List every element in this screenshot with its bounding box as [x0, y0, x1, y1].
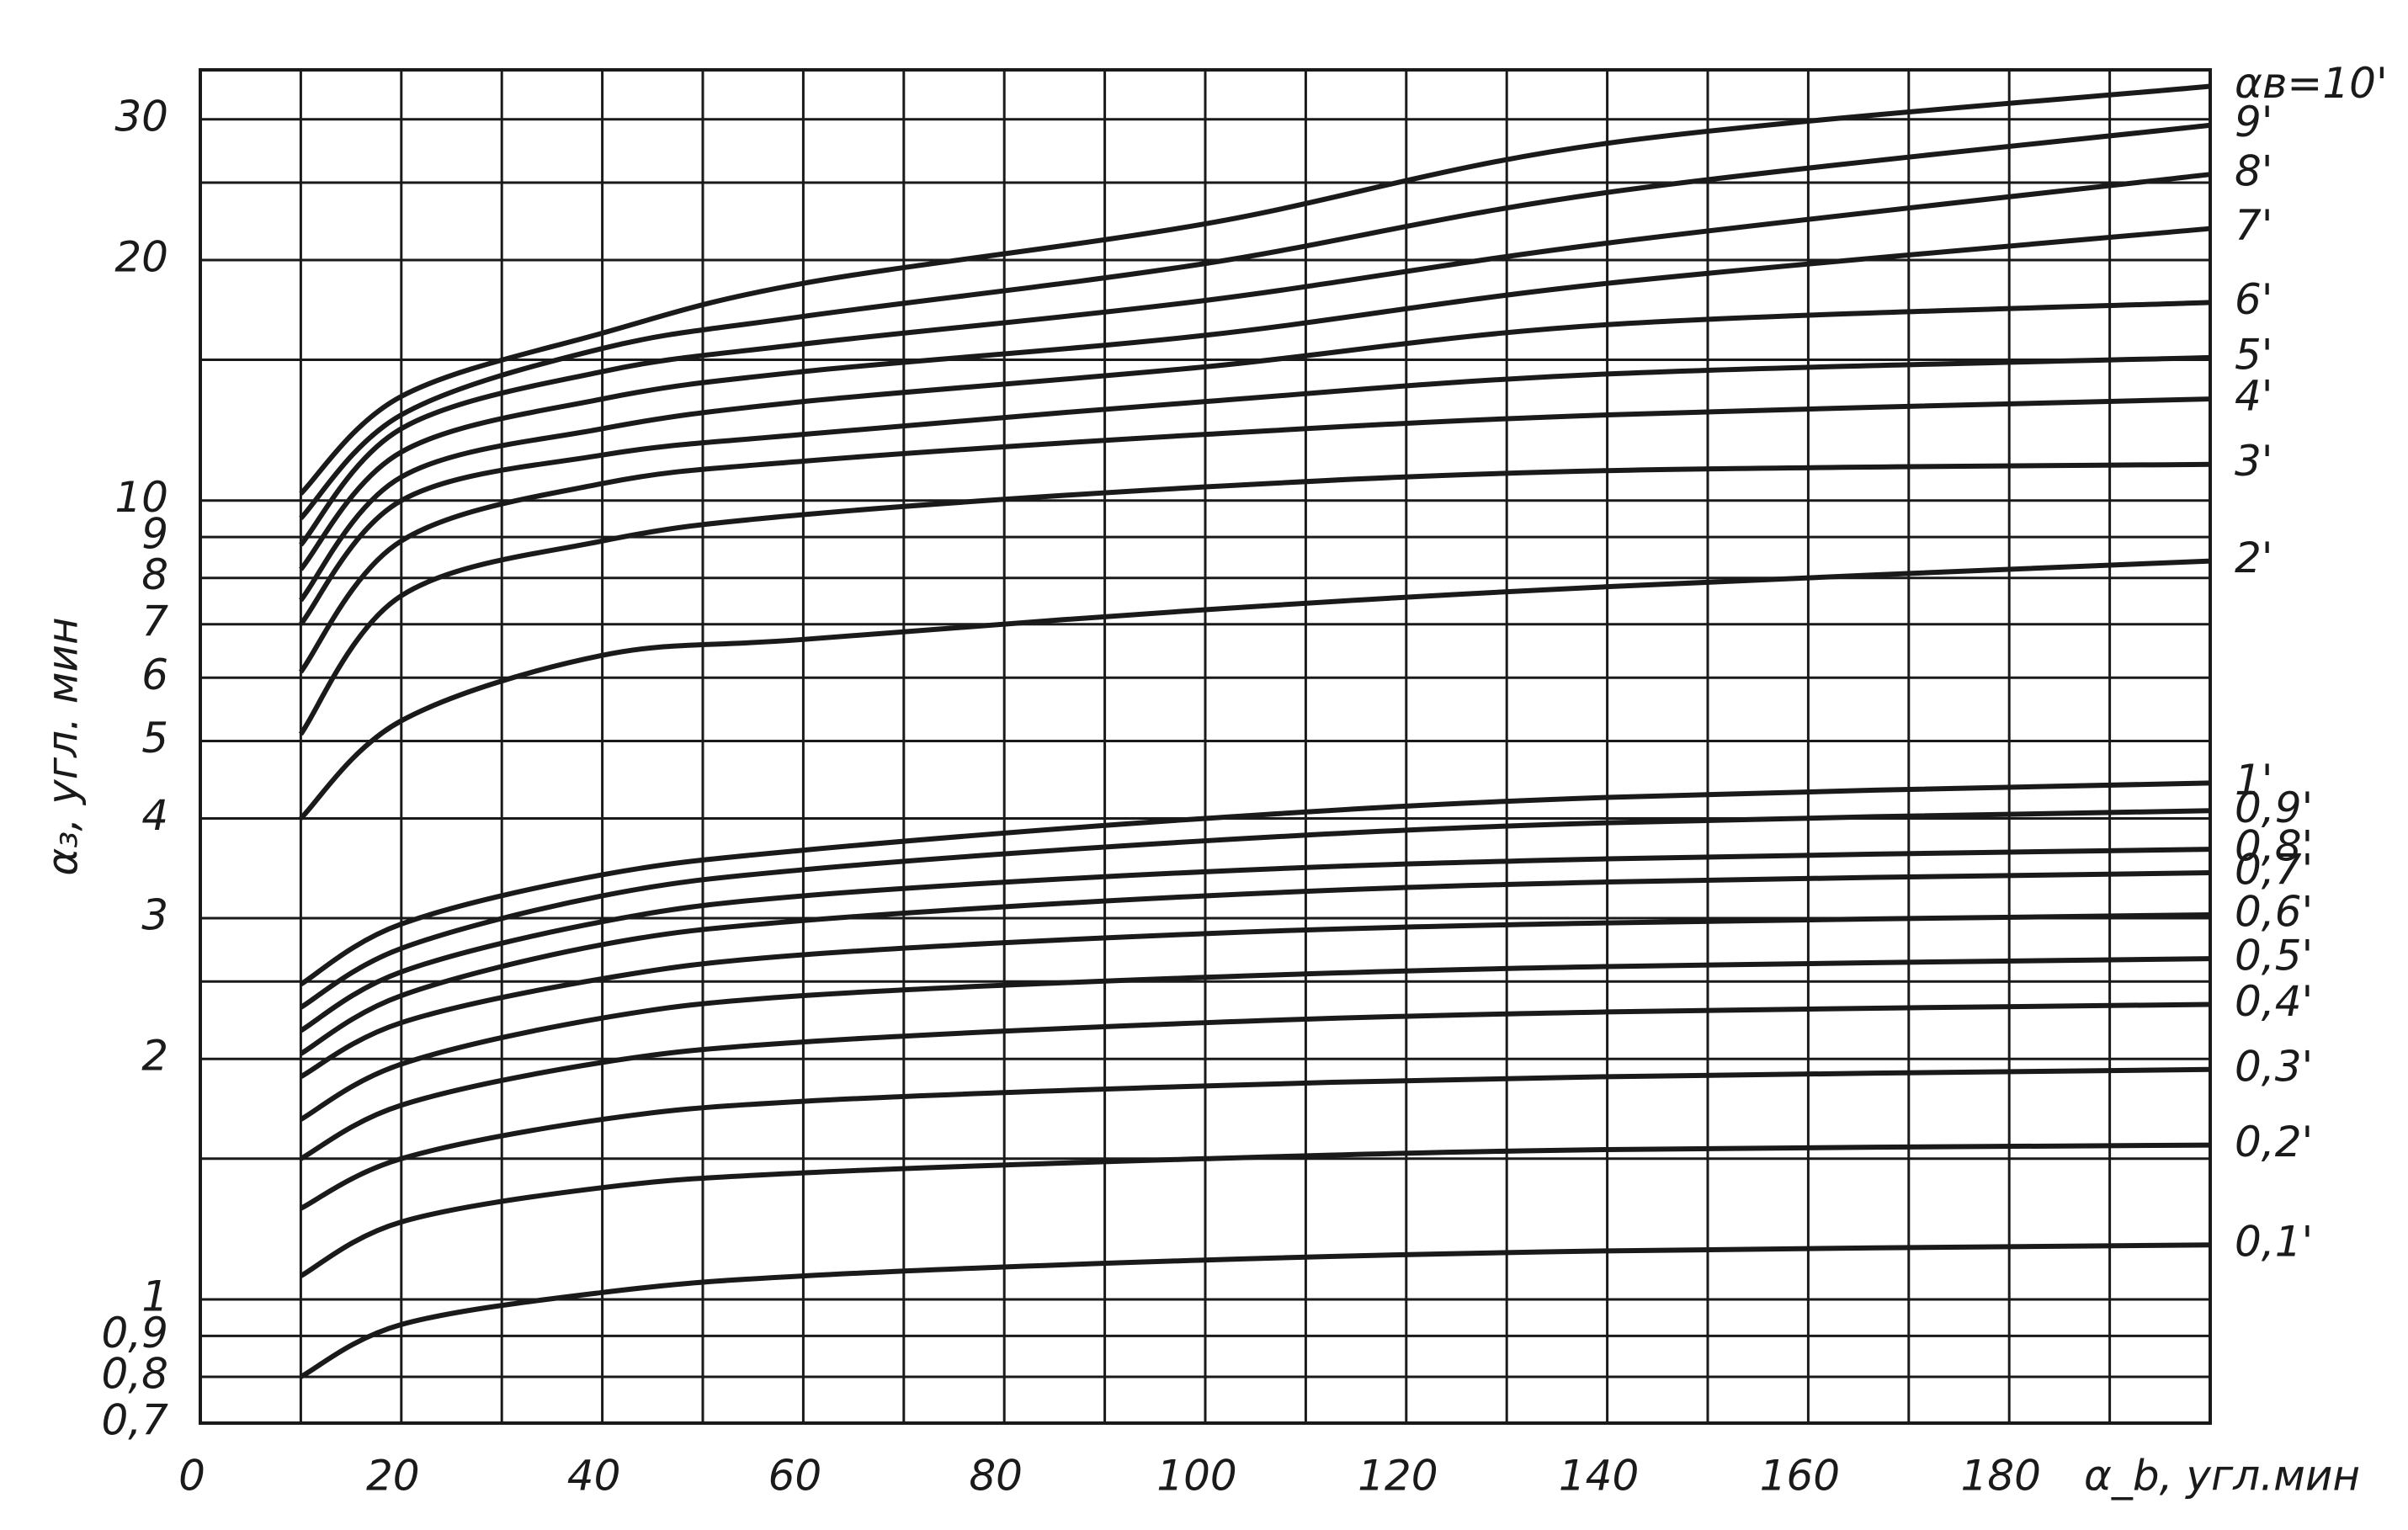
- curve-label: 0,2': [2235, 1118, 2313, 1166]
- x-axis-title: α_b, угл.мин: [2084, 1452, 2360, 1501]
- curve-label: 0,8': [2235, 822, 2313, 871]
- curve-label: 6': [2235, 275, 2273, 324]
- x-tick-label: 160: [1760, 1452, 1840, 1501]
- curve: [299, 83, 2211, 496]
- y-tick-label: 8: [141, 550, 168, 599]
- curve-label: 0,3': [2235, 1042, 2313, 1091]
- y-axis-title: α₃, угл. мин: [39, 617, 88, 875]
- curve-label: 4': [2235, 372, 2273, 421]
- y-tick-label: 0,8: [101, 1349, 168, 1398]
- curve-label: 5': [2235, 330, 2273, 379]
- x-tick-label: 180: [1960, 1452, 2040, 1501]
- x-tick-label: 0: [178, 1452, 205, 1501]
- curve: [298, 461, 2211, 736]
- y-tick-label: 6: [141, 651, 168, 699]
- y-tick-label: 4: [141, 791, 168, 840]
- curve: [299, 1242, 2211, 1379]
- y-tick-label: 1: [141, 1272, 168, 1320]
- curve: [299, 396, 2211, 674]
- y-tick-label: 9: [141, 510, 168, 559]
- curve: [299, 911, 2211, 1079]
- curve: [299, 870, 2211, 1056]
- x-tick-label: 20: [366, 1452, 420, 1501]
- x-tick-label: 100: [1156, 1452, 1236, 1501]
- curve-label: αв=10': [2235, 59, 2388, 108]
- curve: [299, 808, 2211, 1010]
- y-tick-label: 0,9: [101, 1309, 168, 1357]
- y-tick-label: 0,7: [101, 1396, 168, 1445]
- curve-label: 0,7': [2235, 846, 2313, 895]
- curve: [299, 780, 2211, 987]
- curve: [299, 956, 2211, 1122]
- curve: [299, 1142, 2211, 1278]
- x-tick-label: 60: [768, 1452, 822, 1501]
- y-tick-label: 20: [114, 232, 168, 281]
- y-tick-label: 30: [114, 92, 168, 141]
- curve: [299, 354, 2211, 626]
- curve-label: 0,5': [2235, 932, 2313, 980]
- curve: [299, 122, 2211, 520]
- curve-label: 0,6': [2235, 887, 2313, 936]
- curve-label: 2': [2235, 534, 2273, 582]
- y-tick-label: 5: [141, 714, 168, 762]
- y-tick-label: 7: [141, 597, 168, 645]
- y-tick-label: 10: [114, 473, 168, 522]
- curve-label: 8': [2235, 147, 2273, 196]
- curve: [300, 1066, 2211, 1211]
- curve: [299, 847, 2211, 1033]
- curve-label: 0,4': [2235, 977, 2313, 1026]
- x-tick-label: 140: [1559, 1452, 1639, 1501]
- curve: [299, 172, 2211, 547]
- x-tick-label: 40: [567, 1452, 621, 1501]
- curve: [299, 300, 2211, 603]
- x-tick-label: 80: [969, 1452, 1023, 1501]
- curve: [299, 226, 2211, 571]
- curve-label: 0,9': [2235, 784, 2313, 832]
- curve: [299, 1001, 2211, 1161]
- curve-label: 9': [2235, 98, 2273, 146]
- x-tick-label: 120: [1358, 1452, 1438, 1501]
- curve: [299, 558, 2211, 821]
- curve-label: 1': [2235, 756, 2273, 805]
- curve-label: 7': [2235, 201, 2273, 250]
- curve-label: 3': [2235, 437, 2273, 486]
- y-tick-label: 2: [141, 1032, 168, 1081]
- y-tick-label: 3: [141, 891, 168, 940]
- curve-label: 0,1': [2235, 1218, 2313, 1267]
